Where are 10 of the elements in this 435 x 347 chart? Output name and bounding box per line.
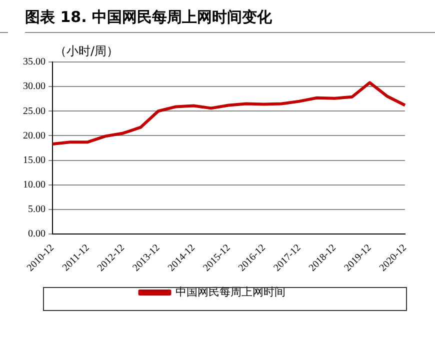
y-tick-label: 25.00 (23, 106, 46, 117)
y-tick-label: 5.00 (28, 204, 46, 216)
y-tick-label: 20.00 (23, 130, 46, 142)
y-tick-label: 0.00 (28, 228, 46, 240)
y-tick-label: 35.00 (23, 56, 46, 68)
y-tick-label: 30.00 (23, 81, 46, 92)
y-tick-label: 15.00 (23, 154, 46, 166)
y-tick-label: 10.00 (23, 179, 46, 190)
chart-title: 图表 18. 中国网民每周上网时间变化 (25, 8, 272, 27)
y-axis-title: （小时/周） (54, 44, 119, 58)
